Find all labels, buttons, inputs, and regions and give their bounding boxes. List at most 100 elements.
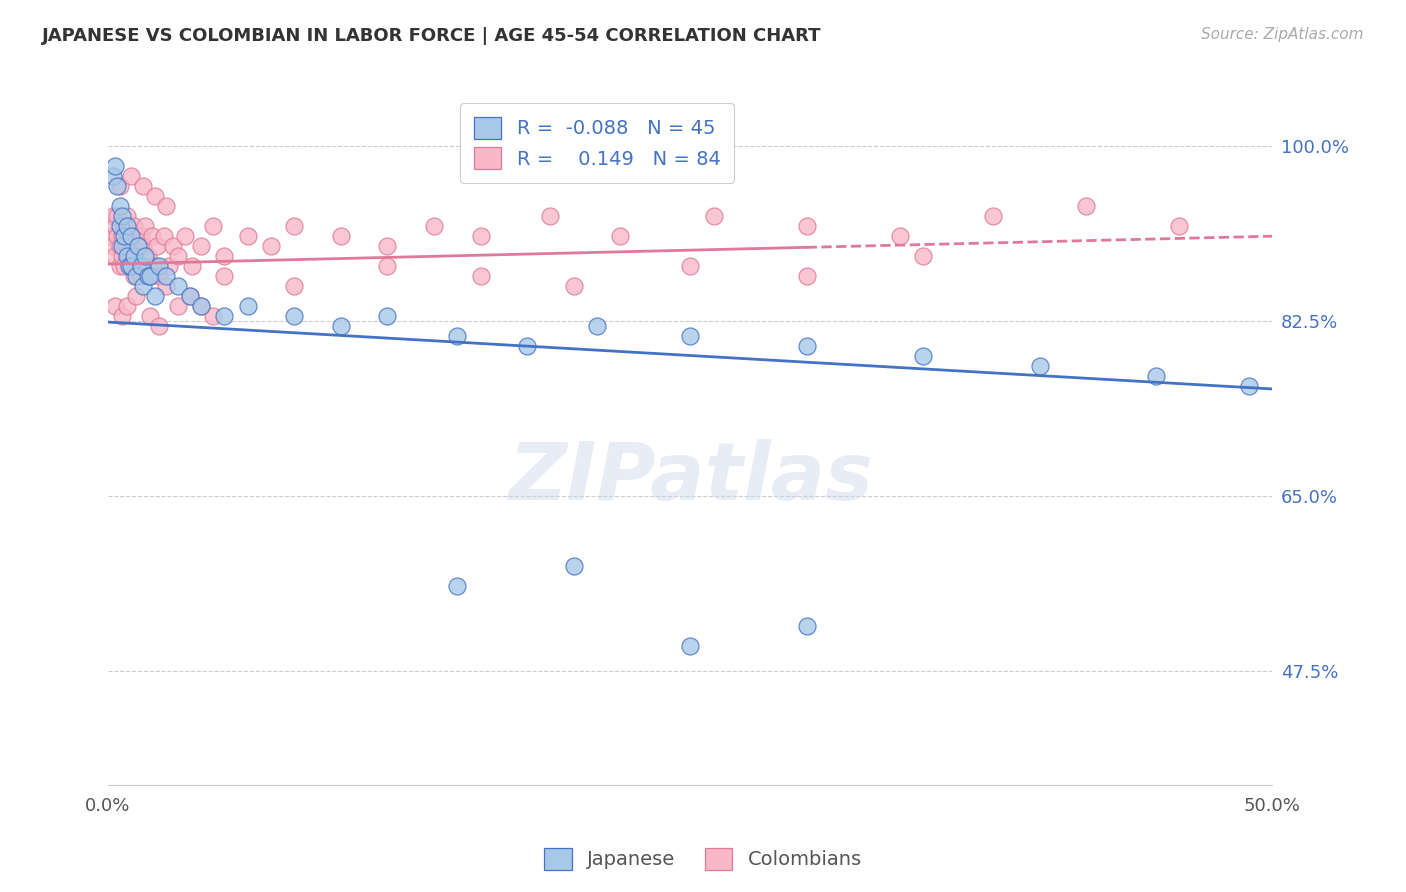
Point bbox=[101, 169, 124, 184]
Point bbox=[105, 229, 128, 244]
Point bbox=[120, 239, 142, 253]
Point bbox=[157, 259, 180, 273]
Point bbox=[129, 229, 152, 244]
Point bbox=[108, 259, 131, 273]
Point bbox=[912, 349, 935, 363]
Point bbox=[118, 249, 141, 263]
Point bbox=[139, 269, 162, 284]
Point bbox=[139, 309, 162, 323]
Point bbox=[155, 269, 177, 284]
Point bbox=[190, 299, 212, 313]
Point bbox=[1144, 369, 1167, 384]
Point bbox=[125, 249, 148, 263]
Point bbox=[98, 229, 121, 244]
Point bbox=[111, 249, 134, 263]
Legend: R =  -0.088   N = 45, R =    0.149   N = 84: R = -0.088 N = 45, R = 0.149 N = 84 bbox=[460, 103, 734, 183]
Text: Source: ZipAtlas.com: Source: ZipAtlas.com bbox=[1201, 27, 1364, 42]
Point bbox=[173, 229, 195, 244]
Point bbox=[679, 639, 702, 653]
Point bbox=[214, 249, 236, 263]
Point bbox=[155, 279, 177, 293]
Point bbox=[120, 259, 142, 273]
Point bbox=[132, 259, 155, 273]
Point bbox=[127, 239, 149, 253]
Point bbox=[125, 269, 148, 284]
Point bbox=[889, 229, 911, 244]
Point bbox=[446, 579, 468, 593]
Point bbox=[148, 269, 170, 284]
Point bbox=[562, 279, 585, 293]
Point bbox=[132, 279, 155, 293]
Point bbox=[104, 219, 127, 234]
Point bbox=[115, 239, 138, 253]
Point bbox=[180, 259, 202, 273]
Point bbox=[796, 219, 818, 234]
Point bbox=[201, 219, 224, 234]
Point bbox=[108, 239, 131, 253]
Point bbox=[129, 259, 152, 273]
Point bbox=[796, 618, 818, 632]
Point bbox=[136, 269, 159, 284]
Point bbox=[108, 199, 131, 213]
Point bbox=[134, 249, 156, 263]
Point bbox=[1076, 199, 1098, 213]
Point bbox=[1237, 379, 1260, 393]
Point bbox=[111, 209, 134, 223]
Point bbox=[143, 189, 166, 203]
Point bbox=[423, 219, 446, 234]
Point bbox=[162, 239, 184, 253]
Point bbox=[129, 269, 152, 284]
Point bbox=[143, 289, 166, 303]
Point bbox=[1028, 359, 1050, 373]
Point bbox=[912, 249, 935, 263]
Point bbox=[112, 259, 135, 273]
Point bbox=[540, 209, 562, 223]
Point bbox=[214, 269, 236, 284]
Point bbox=[104, 299, 127, 313]
Point bbox=[166, 249, 188, 263]
Point bbox=[112, 219, 135, 234]
Point bbox=[115, 249, 138, 263]
Point bbox=[166, 279, 188, 293]
Legend: Japanese, Colombians: Japanese, Colombians bbox=[537, 839, 869, 878]
Point bbox=[108, 179, 131, 194]
Point bbox=[104, 249, 127, 263]
Point bbox=[148, 259, 170, 273]
Point bbox=[118, 259, 141, 273]
Point bbox=[132, 239, 155, 253]
Point bbox=[155, 199, 177, 213]
Point bbox=[111, 239, 134, 253]
Point bbox=[148, 319, 170, 334]
Point bbox=[470, 229, 492, 244]
Point bbox=[118, 229, 141, 244]
Point bbox=[679, 259, 702, 273]
Point bbox=[115, 209, 138, 223]
Point bbox=[120, 229, 142, 244]
Point bbox=[796, 339, 818, 353]
Point bbox=[139, 269, 162, 284]
Point bbox=[702, 209, 724, 223]
Point bbox=[111, 229, 134, 244]
Point bbox=[377, 239, 399, 253]
Point bbox=[981, 209, 1004, 223]
Point bbox=[190, 299, 212, 313]
Point bbox=[283, 219, 305, 234]
Point bbox=[120, 259, 142, 273]
Point bbox=[104, 159, 127, 173]
Point bbox=[120, 169, 142, 184]
Point bbox=[562, 558, 585, 573]
Point bbox=[260, 239, 283, 253]
Point bbox=[111, 309, 134, 323]
Point bbox=[329, 229, 352, 244]
Point bbox=[122, 219, 145, 234]
Point bbox=[134, 219, 156, 234]
Point bbox=[796, 269, 818, 284]
Text: JAPANESE VS COLOMBIAN IN LABOR FORCE | AGE 45-54 CORRELATION CHART: JAPANESE VS COLOMBIAN IN LABOR FORCE | A… bbox=[42, 27, 821, 45]
Point bbox=[125, 229, 148, 244]
Point bbox=[679, 329, 702, 343]
Point bbox=[122, 269, 145, 284]
Point bbox=[377, 309, 399, 323]
Point bbox=[105, 179, 128, 194]
Point bbox=[115, 219, 138, 234]
Point bbox=[214, 309, 236, 323]
